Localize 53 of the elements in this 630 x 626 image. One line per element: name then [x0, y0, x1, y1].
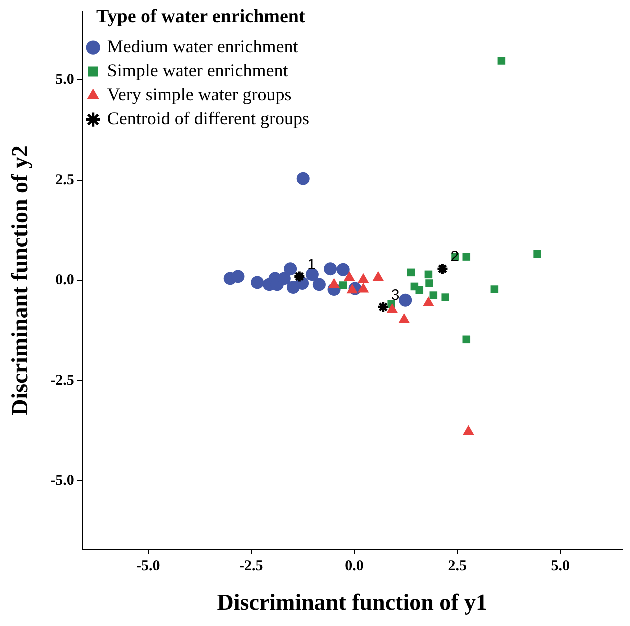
point [358, 273, 370, 284]
x-axis-title: Discriminant function of y1 [217, 590, 488, 616]
y-tick-label: -2.5 [50, 372, 74, 389]
y-axis-title: Discriminant function of y2 [8, 146, 33, 416]
x-tick-label: -2.5 [240, 558, 264, 574]
legend-title: Type of water enrichment [96, 6, 306, 28]
point [328, 278, 340, 288]
point [312, 278, 326, 292]
legend-label: Very simple water groups [107, 84, 292, 105]
y-tick-label: 5.0 [56, 72, 74, 88]
point [296, 172, 310, 186]
point [416, 286, 424, 294]
point [306, 268, 319, 282]
point [339, 282, 348, 290]
point [436, 262, 449, 276]
point [372, 271, 384, 282]
point [386, 303, 398, 314]
y-tick-label: -5.0 [50, 473, 74, 490]
point [284, 262, 298, 276]
point [430, 292, 438, 300]
y-tick-label: 0.0 [56, 272, 74, 289]
point [534, 250, 542, 258]
point [490, 286, 499, 294]
legend-label: Simple water enrichment [107, 60, 288, 81]
point [462, 336, 471, 344]
x-tick-label: 5.0 [551, 558, 570, 574]
point [398, 314, 410, 324]
point [462, 253, 471, 261]
point [358, 283, 370, 293]
point [423, 296, 434, 306]
x-tick-label: 2.5 [448, 558, 467, 574]
legend-label: Medium water enrichment [107, 36, 298, 57]
point [463, 425, 474, 436]
point [407, 268, 416, 277]
point [336, 263, 350, 276]
x-tick-label: -5.0 [136, 558, 160, 574]
point [232, 270, 245, 284]
point [324, 262, 338, 276]
point [498, 57, 506, 65]
point [424, 270, 433, 279]
point [251, 276, 264, 290]
point [346, 284, 358, 294]
point [293, 270, 306, 283]
annotation: 3 [391, 286, 400, 304]
point [377, 300, 390, 314]
point [344, 271, 356, 282]
point [442, 294, 450, 302]
y-tick-label: 2.5 [56, 172, 74, 188]
point [426, 280, 434, 288]
point [278, 272, 291, 286]
x-tick-label: 0.0 [345, 558, 364, 574]
legend-label: Centroid of different groups [107, 108, 310, 129]
point [399, 294, 412, 307]
